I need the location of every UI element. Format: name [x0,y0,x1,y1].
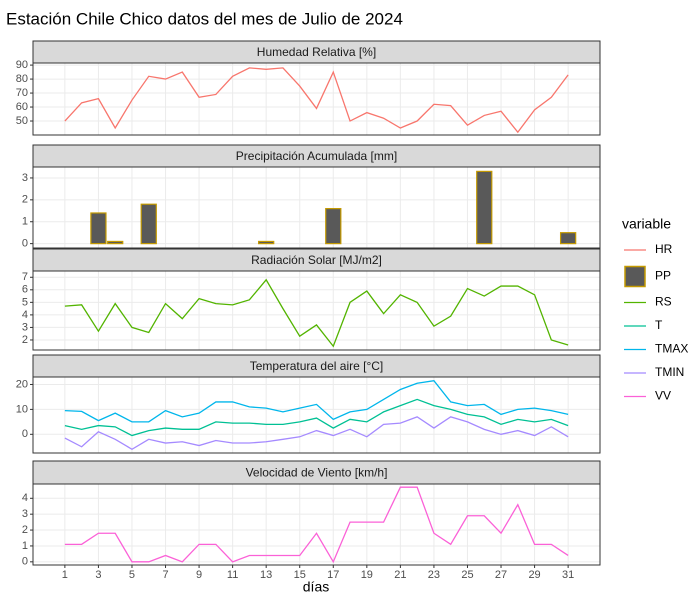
x-tick-label: 29 [528,569,540,581]
legend-label: PP [655,269,671,283]
line [64,278,569,348]
legend-title: variable [622,216,671,232]
line [64,398,569,437]
bar [476,170,493,245]
panel-title: Humedad Relativa [%] [257,45,376,59]
y-tick-label: 90 [16,59,28,71]
panel-border [32,483,601,566]
panel-title: Temperatura del aire [°C] [250,359,384,373]
x-tick-label: 7 [162,569,168,581]
x-tick-label: 11 [227,569,238,581]
x-tick-label: 23 [428,569,440,581]
x-tick-label: 5 [129,569,135,581]
legend-label: T [655,318,663,332]
y-tick-label: 7 [22,271,28,283]
x-tick-label: 21 [394,569,406,581]
legend-label: HR [655,242,673,256]
legend-label: TMIN [655,365,684,379]
x-tick-label: 27 [495,569,507,581]
y-tick-label: 4 [22,309,28,321]
bar [107,240,124,245]
legend-key [624,265,646,288]
chart-title: Estación Chile Chico datos del mes de Ju… [6,9,403,28]
x-tick-label: 9 [196,569,202,581]
legend-label: TMAX [655,342,688,356]
line [64,380,569,423]
x-tick-label: 31 [562,569,574,581]
y-tick-label: 0 [22,428,28,440]
line [64,416,569,451]
y-tick-label: 1 [22,540,28,552]
bar [140,203,157,245]
y-tick-label: 6 [22,284,28,296]
y-tick-label: 2 [22,194,28,206]
y-tick-label: 4 [22,492,28,504]
legend-label: VV [655,389,671,403]
x-tick-label: 15 [294,569,306,581]
y-tick-label: 1 [22,216,28,228]
y-tick-label: 2 [22,524,28,536]
y-tick-label: 50 [16,115,28,127]
panel-title: Precipitación Acumulada [mm] [236,149,397,163]
x-tick-label: 3 [95,569,101,581]
y-tick-label: 60 [16,101,28,113]
y-tick-label: 0 [22,556,28,568]
x-tick-label: 19 [361,569,373,581]
line [64,486,569,564]
y-tick-label: 0 [22,238,28,250]
y-tick-label: 70 [16,87,28,99]
bar [325,207,342,245]
panel-border [32,166,601,249]
y-tick-label: 3 [22,321,28,333]
y-tick-label: 20 [16,378,28,390]
panel-title: Radiación Solar [MJ/m2] [251,253,382,267]
panel-border [32,376,601,454]
y-tick-label: 5 [22,296,28,308]
x-tick-label: 1 [62,569,68,581]
y-tick-label: 80 [16,73,28,85]
line [64,67,569,134]
y-tick-label: 3 [22,172,28,184]
y-tick-label: 3 [22,508,28,520]
x-tick-label: 13 [260,569,272,581]
y-tick-label: 2 [22,334,28,346]
x-tick-label: 25 [461,569,473,581]
panel-border [32,270,601,351]
x-axis-label: días [303,579,329,594]
legend-label: RS [655,295,672,309]
y-tick-label: 10 [16,403,28,415]
panel-title: Velocidad de Viento [km/h] [246,466,388,480]
panel-border [32,62,601,136]
bar [559,232,577,245]
x-tick-label: 17 [327,569,339,581]
bar [258,240,275,245]
bar [90,212,107,245]
